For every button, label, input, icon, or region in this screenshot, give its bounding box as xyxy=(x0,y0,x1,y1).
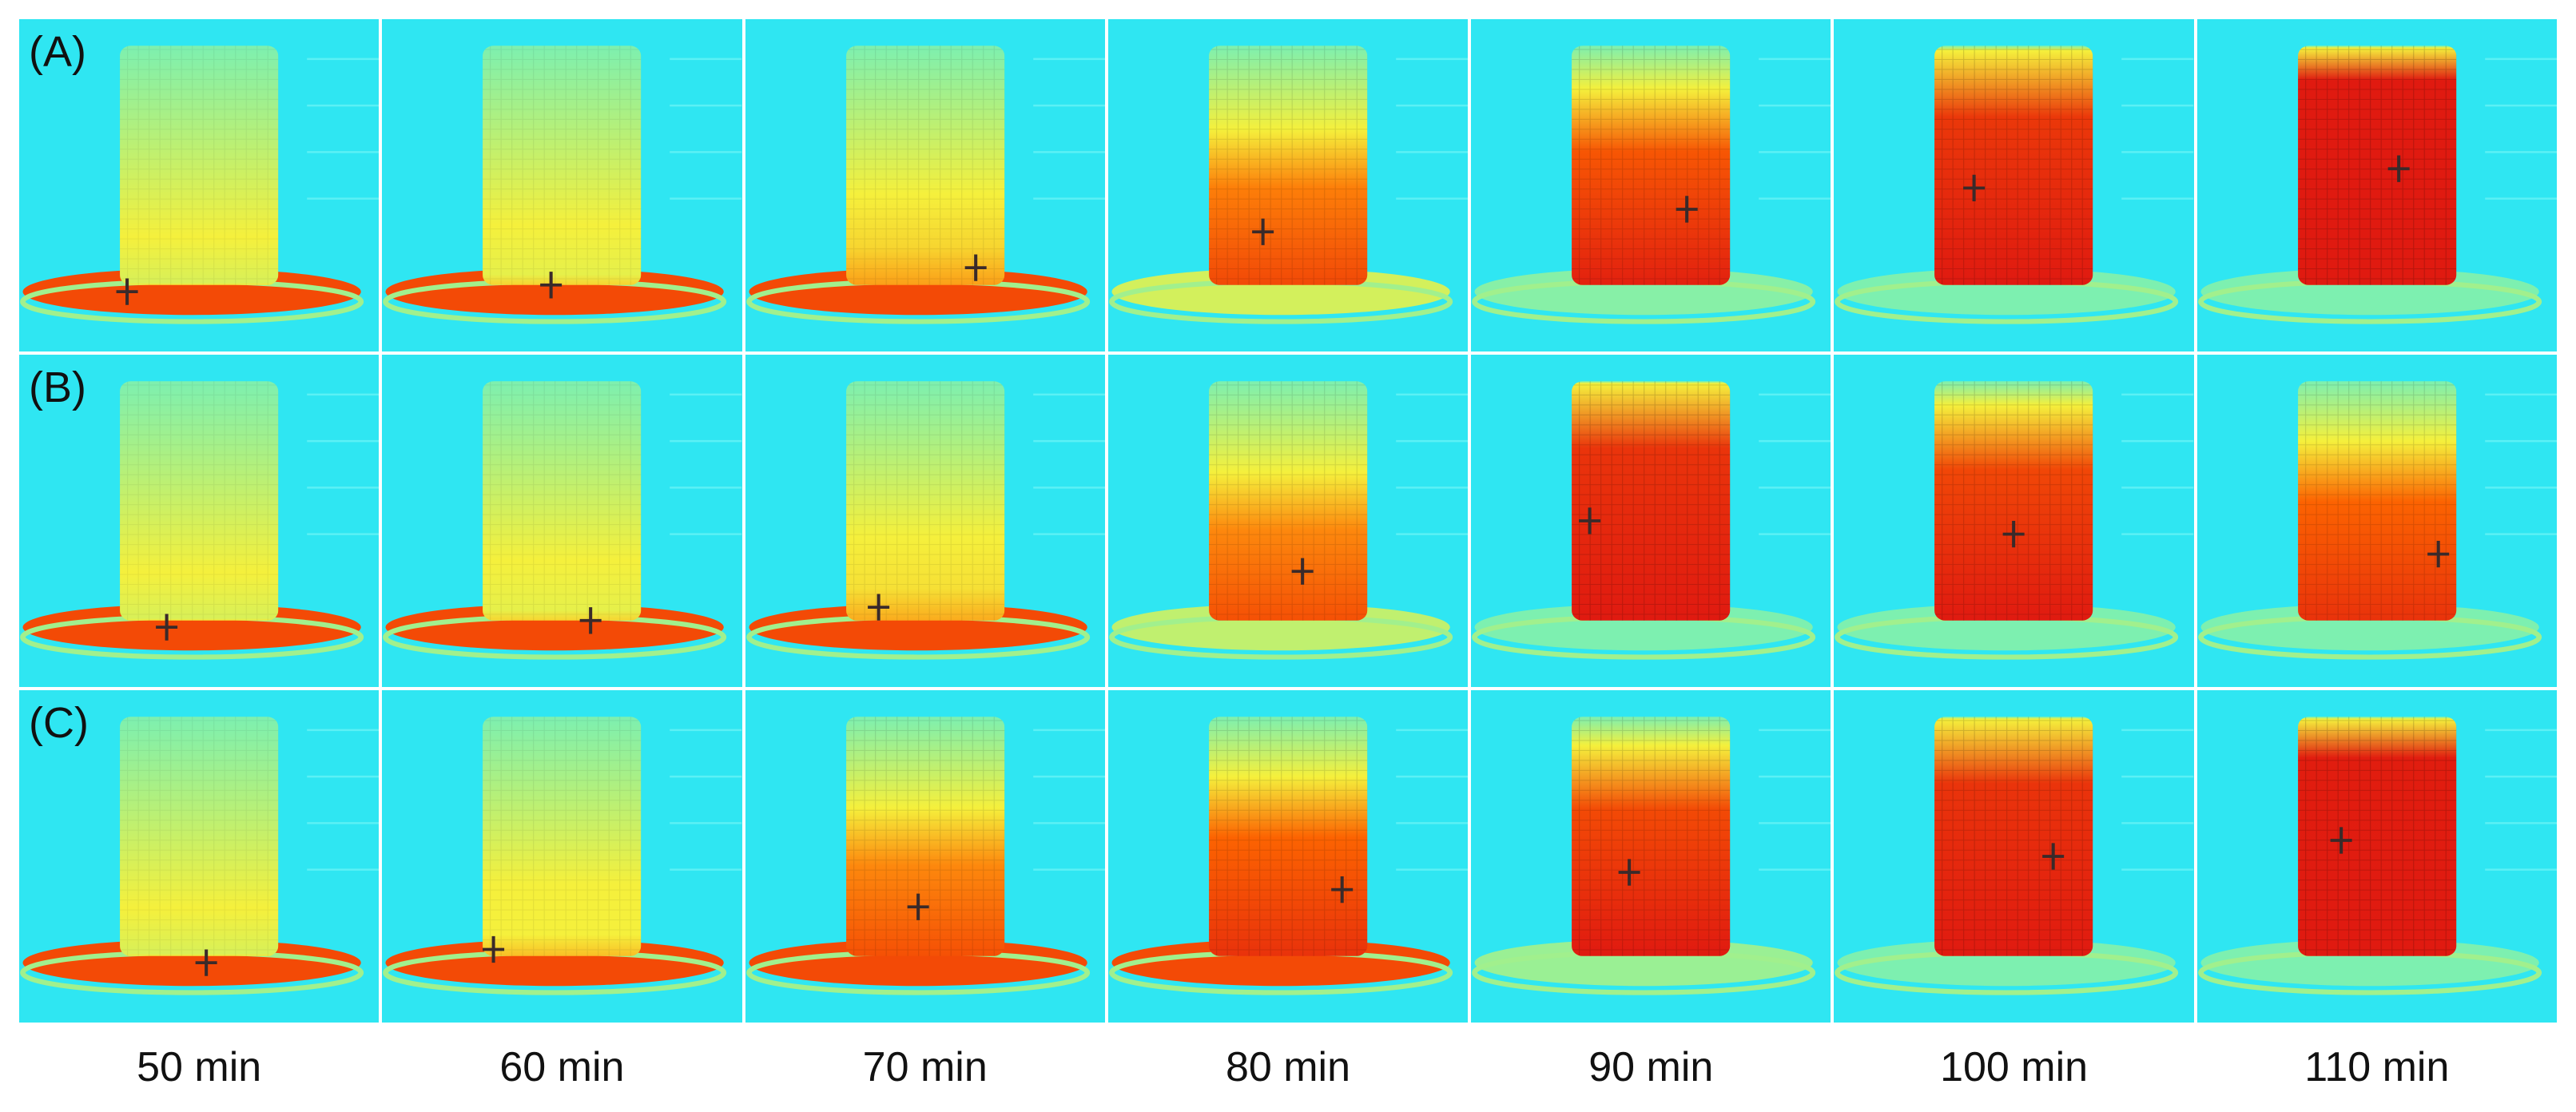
cylinder-mesh xyxy=(1208,46,1368,285)
thermal-image xyxy=(20,717,380,995)
thermal-image xyxy=(1108,46,1469,324)
thermal-panel xyxy=(1834,690,2194,1023)
time-label: 80 min xyxy=(1225,1044,1351,1090)
cylinder-mesh xyxy=(1208,381,1368,621)
crosshair-marker xyxy=(1963,174,1986,201)
crosshair-marker xyxy=(116,278,138,305)
thermal-panel: (C) xyxy=(19,690,380,1023)
cylinder-mesh xyxy=(845,717,1004,956)
thermal-panel xyxy=(1834,355,2194,687)
crosshair-marker xyxy=(1291,558,1314,585)
thermal-image xyxy=(1108,717,1469,995)
thermal-panel xyxy=(1471,355,1831,687)
thermal-image xyxy=(383,381,742,660)
thermal-image xyxy=(1108,381,1469,660)
thermal-panel: (A) xyxy=(19,19,380,351)
time-label: 90 min xyxy=(1588,1044,1714,1090)
thermal-image xyxy=(383,717,742,995)
crosshair-marker xyxy=(2042,843,2065,870)
thermal-panel xyxy=(1471,19,1831,351)
crosshair-marker xyxy=(1676,196,1698,223)
thermal-image xyxy=(745,46,1105,324)
cylinder-mesh xyxy=(845,46,1004,285)
crosshair-marker xyxy=(483,935,505,963)
cylinder-mesh xyxy=(1934,381,2093,621)
crosshair-marker xyxy=(195,949,217,976)
cylinder-mesh xyxy=(1208,717,1368,956)
thermal-image xyxy=(745,717,1105,995)
cylinder-mesh xyxy=(120,46,279,285)
time-label: 100 min xyxy=(1940,1044,2089,1090)
cylinder-mesh xyxy=(483,717,642,956)
thermal-image xyxy=(2197,46,2557,324)
crosshair-marker xyxy=(156,614,178,641)
cylinder-mesh xyxy=(1572,46,1731,285)
thermal-image xyxy=(2197,717,2557,995)
cylinder-mesh xyxy=(1572,717,1731,956)
crosshair-marker xyxy=(907,893,929,920)
thermal-panel xyxy=(745,19,1105,351)
row-label: (B) xyxy=(29,363,86,411)
thermal-panel xyxy=(1107,690,1469,1023)
cylinder-mesh xyxy=(120,381,279,621)
crosshair-marker xyxy=(1579,507,1601,534)
crosshair-marker xyxy=(2330,827,2352,854)
thermal-panel xyxy=(1834,19,2194,351)
thermal-image xyxy=(20,46,380,324)
time-label: 110 min xyxy=(2304,1044,2450,1090)
thermal-image xyxy=(20,381,380,660)
cylinder-mesh xyxy=(2297,381,2456,621)
row-label: (C) xyxy=(29,699,89,747)
crosshair-marker xyxy=(1331,876,1354,904)
thermal-panel xyxy=(382,19,742,351)
thermal-image xyxy=(1472,717,1831,995)
thermal-panel xyxy=(382,355,742,687)
crosshair-marker xyxy=(867,594,889,621)
thermal-image xyxy=(1472,46,1831,324)
crosshair-marker xyxy=(2387,155,2410,182)
thermal-panel xyxy=(1107,355,1469,687)
thermal-image xyxy=(1472,381,1831,660)
cylinder-mesh xyxy=(1934,717,2093,956)
crosshair-marker xyxy=(2003,521,2025,548)
thermal-panel xyxy=(1107,19,1469,351)
thermal-image xyxy=(2197,381,2557,660)
cylinder-mesh xyxy=(2297,46,2456,285)
crosshair-marker xyxy=(540,272,563,299)
thermal-panel xyxy=(745,355,1105,687)
thermal-panel xyxy=(382,690,742,1023)
crosshair-marker xyxy=(1618,859,1640,886)
cylinder-mesh xyxy=(483,381,642,621)
thermal-panel xyxy=(2196,19,2557,351)
row-label: (A) xyxy=(29,28,86,76)
crosshair-marker xyxy=(1251,218,1274,245)
thermal-image xyxy=(1835,381,2194,660)
crosshair-marker xyxy=(2427,540,2449,568)
time-label: 50 min xyxy=(137,1044,262,1090)
crosshair-marker xyxy=(964,254,987,281)
thermal-panel xyxy=(1471,690,1831,1023)
cylinder-mesh xyxy=(483,46,642,285)
thermal-image xyxy=(383,46,742,324)
cylinder-mesh xyxy=(845,381,1004,621)
thermal-image xyxy=(745,381,1105,660)
crosshair-marker xyxy=(579,607,602,634)
thermal-panel xyxy=(2196,690,2557,1023)
thermal-panel xyxy=(745,690,1105,1023)
cylinder-mesh xyxy=(1572,381,1731,621)
thermal-image xyxy=(1835,717,2194,995)
thermal-panel xyxy=(2196,355,2557,687)
cylinder-mesh xyxy=(1934,46,2093,285)
cylinder-mesh xyxy=(120,717,279,956)
thermal-image-grid: (A) (B) (C) xyxy=(18,18,2558,1024)
thermal-image xyxy=(1835,46,2194,324)
thermal-panel: (B) xyxy=(19,355,380,687)
cylinder-mesh xyxy=(2297,717,2456,956)
time-label: 70 min xyxy=(862,1044,988,1090)
time-label: 60 min xyxy=(499,1044,625,1090)
